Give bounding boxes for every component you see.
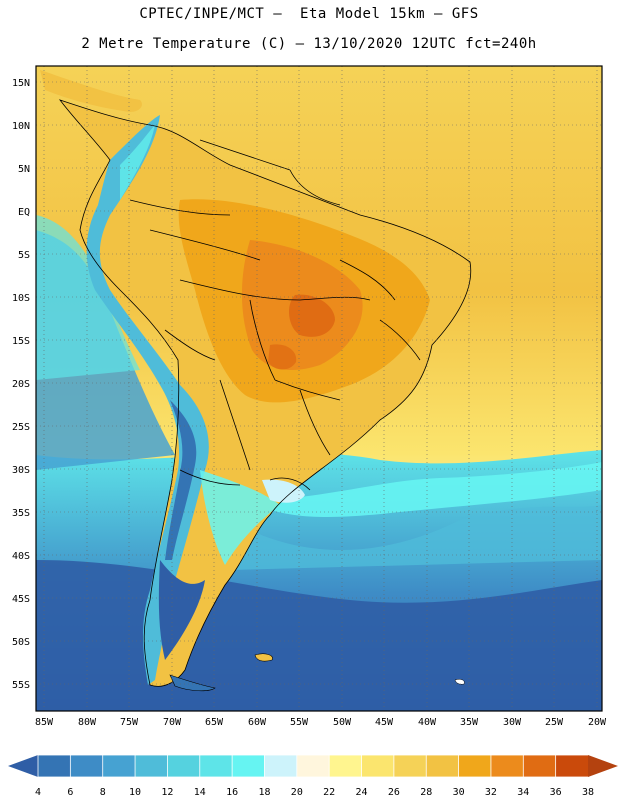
color-bar-cell: [296, 754, 331, 778]
color-bar-tick: 22: [323, 787, 335, 798]
color-bar-tick: 32: [485, 787, 497, 798]
lat-label: 35S: [12, 508, 30, 519]
color-bar-tick: 30: [453, 787, 465, 798]
color-bar-cell: [102, 754, 136, 778]
lon-label: 85W: [35, 717, 54, 728]
map-frame: [35, 65, 603, 712]
lat-label: 55S: [12, 680, 30, 691]
latitude-labels: 15N 10N 5N EQ 5S 10S 15S 20S 25S 30S 35S…: [12, 78, 30, 691]
lat-label: 15N: [12, 78, 30, 89]
color-bar-cell: [490, 754, 525, 778]
lat-label: 50S: [12, 637, 30, 648]
color-bar-left-arrow: [8, 755, 38, 777]
lat-label: 15S: [12, 336, 30, 347]
lat-label: 10N: [12, 121, 30, 132]
color-bar-cell: [328, 754, 363, 778]
lat-label: 25S: [12, 422, 30, 433]
color-bar-cell: [522, 754, 557, 778]
map-title-line-2: 2 Metre Temperature (C) – 13/10/2020 12U…: [81, 36, 537, 52]
lon-label: 35W: [460, 717, 479, 728]
color-bar-cell: [425, 754, 460, 778]
lat-label: 45S: [12, 594, 30, 605]
color-bar-cell: [69, 754, 104, 778]
lat-label: 30S: [12, 465, 30, 476]
andes-cold-band: [86, 115, 209, 685]
lat-label: 5S: [18, 250, 30, 261]
color-bar-cell: [167, 754, 201, 778]
lon-label: 50W: [333, 717, 352, 728]
lon-label: 75W: [120, 717, 139, 728]
lon-label: 60W: [248, 717, 267, 728]
color-bar-tick: 10: [129, 787, 141, 798]
color-bar-cell: [231, 754, 266, 778]
color-bar-cell: [199, 754, 234, 778]
color-bar-cell: [361, 754, 395, 778]
country-borders: [58, 99, 472, 687]
color-bar-tick: 26: [388, 787, 400, 798]
color-bar-tick: 18: [258, 787, 270, 798]
color-bar-tick: 8: [100, 787, 106, 798]
color-bar-tick: 6: [67, 787, 73, 798]
lat-label: 40S: [12, 551, 30, 562]
longitude-labels: 85W 80W 75W 70W 65W 60W 55W 50W 45W 40W …: [35, 717, 607, 728]
lon-label: 25W: [545, 717, 564, 728]
lat-label: 20S: [12, 379, 30, 390]
color-bar-tick: 4: [35, 787, 41, 798]
lon-label: 40W: [418, 717, 437, 728]
color-bar-tick: 16: [226, 787, 238, 798]
color-bar-tick: 36: [550, 787, 562, 798]
color-bar: 4 6 8 10 12 14 16 18 20 22 24 26 28 30 3…: [8, 754, 618, 798]
color-bar-tick: 20: [291, 787, 303, 798]
lon-label: 65W: [205, 717, 224, 728]
color-bar-tick: 12: [161, 787, 173, 798]
lat-label: EQ: [18, 207, 30, 218]
color-bar-tick: 38: [582, 787, 594, 798]
color-bar-tick: 28: [420, 787, 432, 798]
color-bar-cell: [264, 754, 298, 778]
color-bar-cell: [458, 754, 492, 778]
lon-label: 70W: [163, 717, 182, 728]
color-bar-cell: [37, 754, 72, 778]
map-title-line-1: CPTEC/INPE/MCT – Eta Model 15km – GFS: [139, 6, 479, 22]
color-bar-tick: 24: [356, 787, 368, 798]
lat-label: 5N: [18, 164, 30, 175]
color-bar-right-arrow: [588, 755, 618, 777]
lon-label: 55W: [290, 717, 309, 728]
lat-label: 10S: [12, 293, 30, 304]
color-bar-tick: 34: [517, 787, 529, 798]
color-bar-cell: [393, 754, 428, 778]
lon-label: 45W: [375, 717, 394, 728]
lon-label: 20W: [588, 717, 607, 728]
color-bar-tick: 14: [194, 787, 206, 798]
map-field: [36, 66, 602, 711]
color-bar-cell: [555, 754, 589, 778]
lon-label: 80W: [78, 717, 97, 728]
lon-label: 30W: [503, 717, 522, 728]
color-bar-cell: [134, 754, 169, 778]
